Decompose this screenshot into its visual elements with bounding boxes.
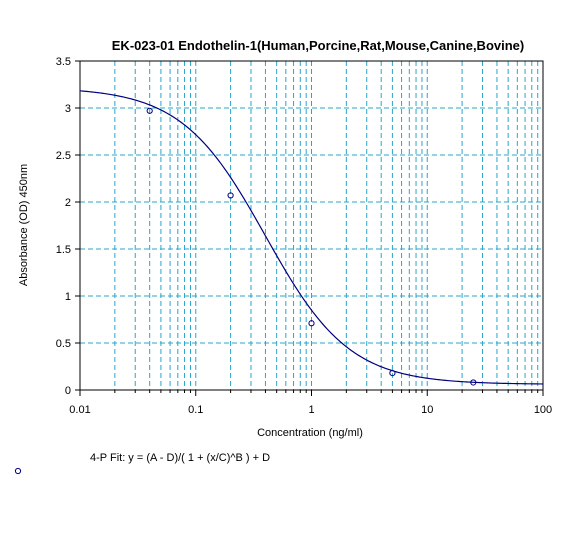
y-tick-label: 0.5 (56, 338, 71, 350)
y-tick-label: 3.5 (56, 56, 71, 68)
legend-marker (14, 467, 22, 475)
x-axis-ticks: 0.01 0.1 1 10 100 (69, 390, 552, 416)
data-points (146, 107, 477, 386)
x-tick-label: 0.01 (69, 404, 90, 416)
chart-title: EK-023-01 Endothelin-1(Human,Porcine,Rat… (112, 38, 524, 53)
fit-equation: 4-P Fit: y = (A - D)/( 1 + (x/C)^B ) + D (90, 452, 270, 464)
y-tick-label: 2 (65, 197, 71, 209)
x-tick-label: 0.1 (188, 404, 203, 416)
fit-curve (79, 90, 544, 385)
y-axis-label: Absorbance (OD) 450nm (18, 164, 30, 286)
data-point (470, 379, 477, 386)
x-axis-label: Concentration (ng/ml) (257, 427, 363, 439)
x-tick-label: 100 (534, 404, 552, 416)
data-point (146, 107, 153, 114)
x-tick-label: 1 (308, 404, 314, 416)
grid (80, 60, 543, 390)
data-point (389, 369, 396, 377)
data-point (308, 320, 315, 327)
y-tick-label: 3 (65, 103, 71, 115)
y-tick-label: 1.5 (56, 244, 71, 256)
y-tick-label: 1 (65, 291, 71, 303)
y-tick-label: 2.5 (56, 150, 71, 162)
data-point (227, 192, 234, 199)
y-tick-label: 0 (65, 385, 71, 397)
x-tick-label: 10 (421, 404, 433, 416)
y-axis-ticks: 0 0.5 1 1.5 2 2.5 3 3.5 (56, 56, 80, 397)
legend: 4-P Fit: y = (A - D)/( 1 + (x/C)^B ) + D (14, 452, 270, 475)
